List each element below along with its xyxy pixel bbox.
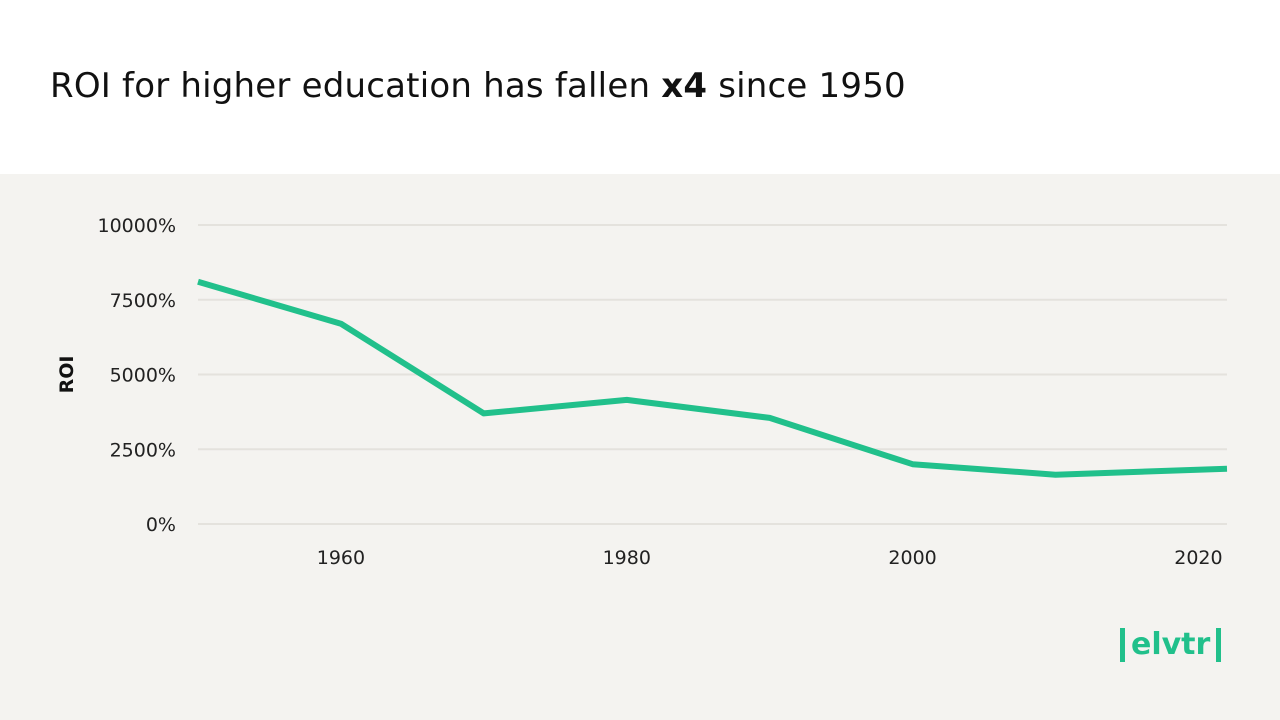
y-tick-label: 0%: [146, 514, 176, 536]
y-tick-label: 2500%: [110, 439, 176, 461]
x-tick-label: 2000: [888, 547, 936, 569]
y-tick-label: 5000%: [110, 365, 176, 387]
elvtr-logo: elvtr: [1120, 627, 1222, 662]
x-axis-ticks: 1960 1980 2000 2020: [317, 547, 1223, 569]
y-axis-label: ROI: [56, 356, 78, 394]
title-bold: x4: [661, 66, 708, 106]
logo-right-bar: [1216, 628, 1222, 662]
y-tick-label: 10000%: [98, 215, 177, 237]
header: ROI for higher education has fallen x4 s…: [0, 0, 1280, 174]
grid-lines: [198, 224, 1227, 525]
logo-left-bar: [1120, 628, 1125, 662]
logo-text: elvtr: [1131, 627, 1211, 662]
roi-series-line: [197, 278, 1228, 478]
x-tick-label: 1960: [317, 547, 365, 569]
y-tick-label: 7500%: [110, 290, 176, 312]
x-tick-label: 2020: [1174, 547, 1222, 569]
series-group: [197, 278, 1228, 478]
page-title: ROI for higher education has fallen x4 s…: [50, 66, 906, 106]
y-axis-ticks: 0% 2500% 5000% 7500% 10000%: [98, 215, 177, 536]
x-tick-label: 1980: [603, 547, 651, 569]
title-post: since 1950: [707, 66, 906, 106]
chart-panel: [0, 174, 1280, 720]
title-pre: ROI for higher education has fallen: [50, 66, 662, 106]
